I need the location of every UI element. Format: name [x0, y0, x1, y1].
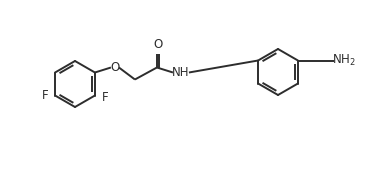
Text: NH$_2$: NH$_2$	[332, 53, 356, 68]
Text: F: F	[42, 89, 49, 102]
Text: O: O	[153, 38, 162, 51]
Text: O: O	[110, 61, 120, 74]
Text: NH: NH	[172, 66, 190, 79]
Text: F: F	[102, 91, 108, 104]
